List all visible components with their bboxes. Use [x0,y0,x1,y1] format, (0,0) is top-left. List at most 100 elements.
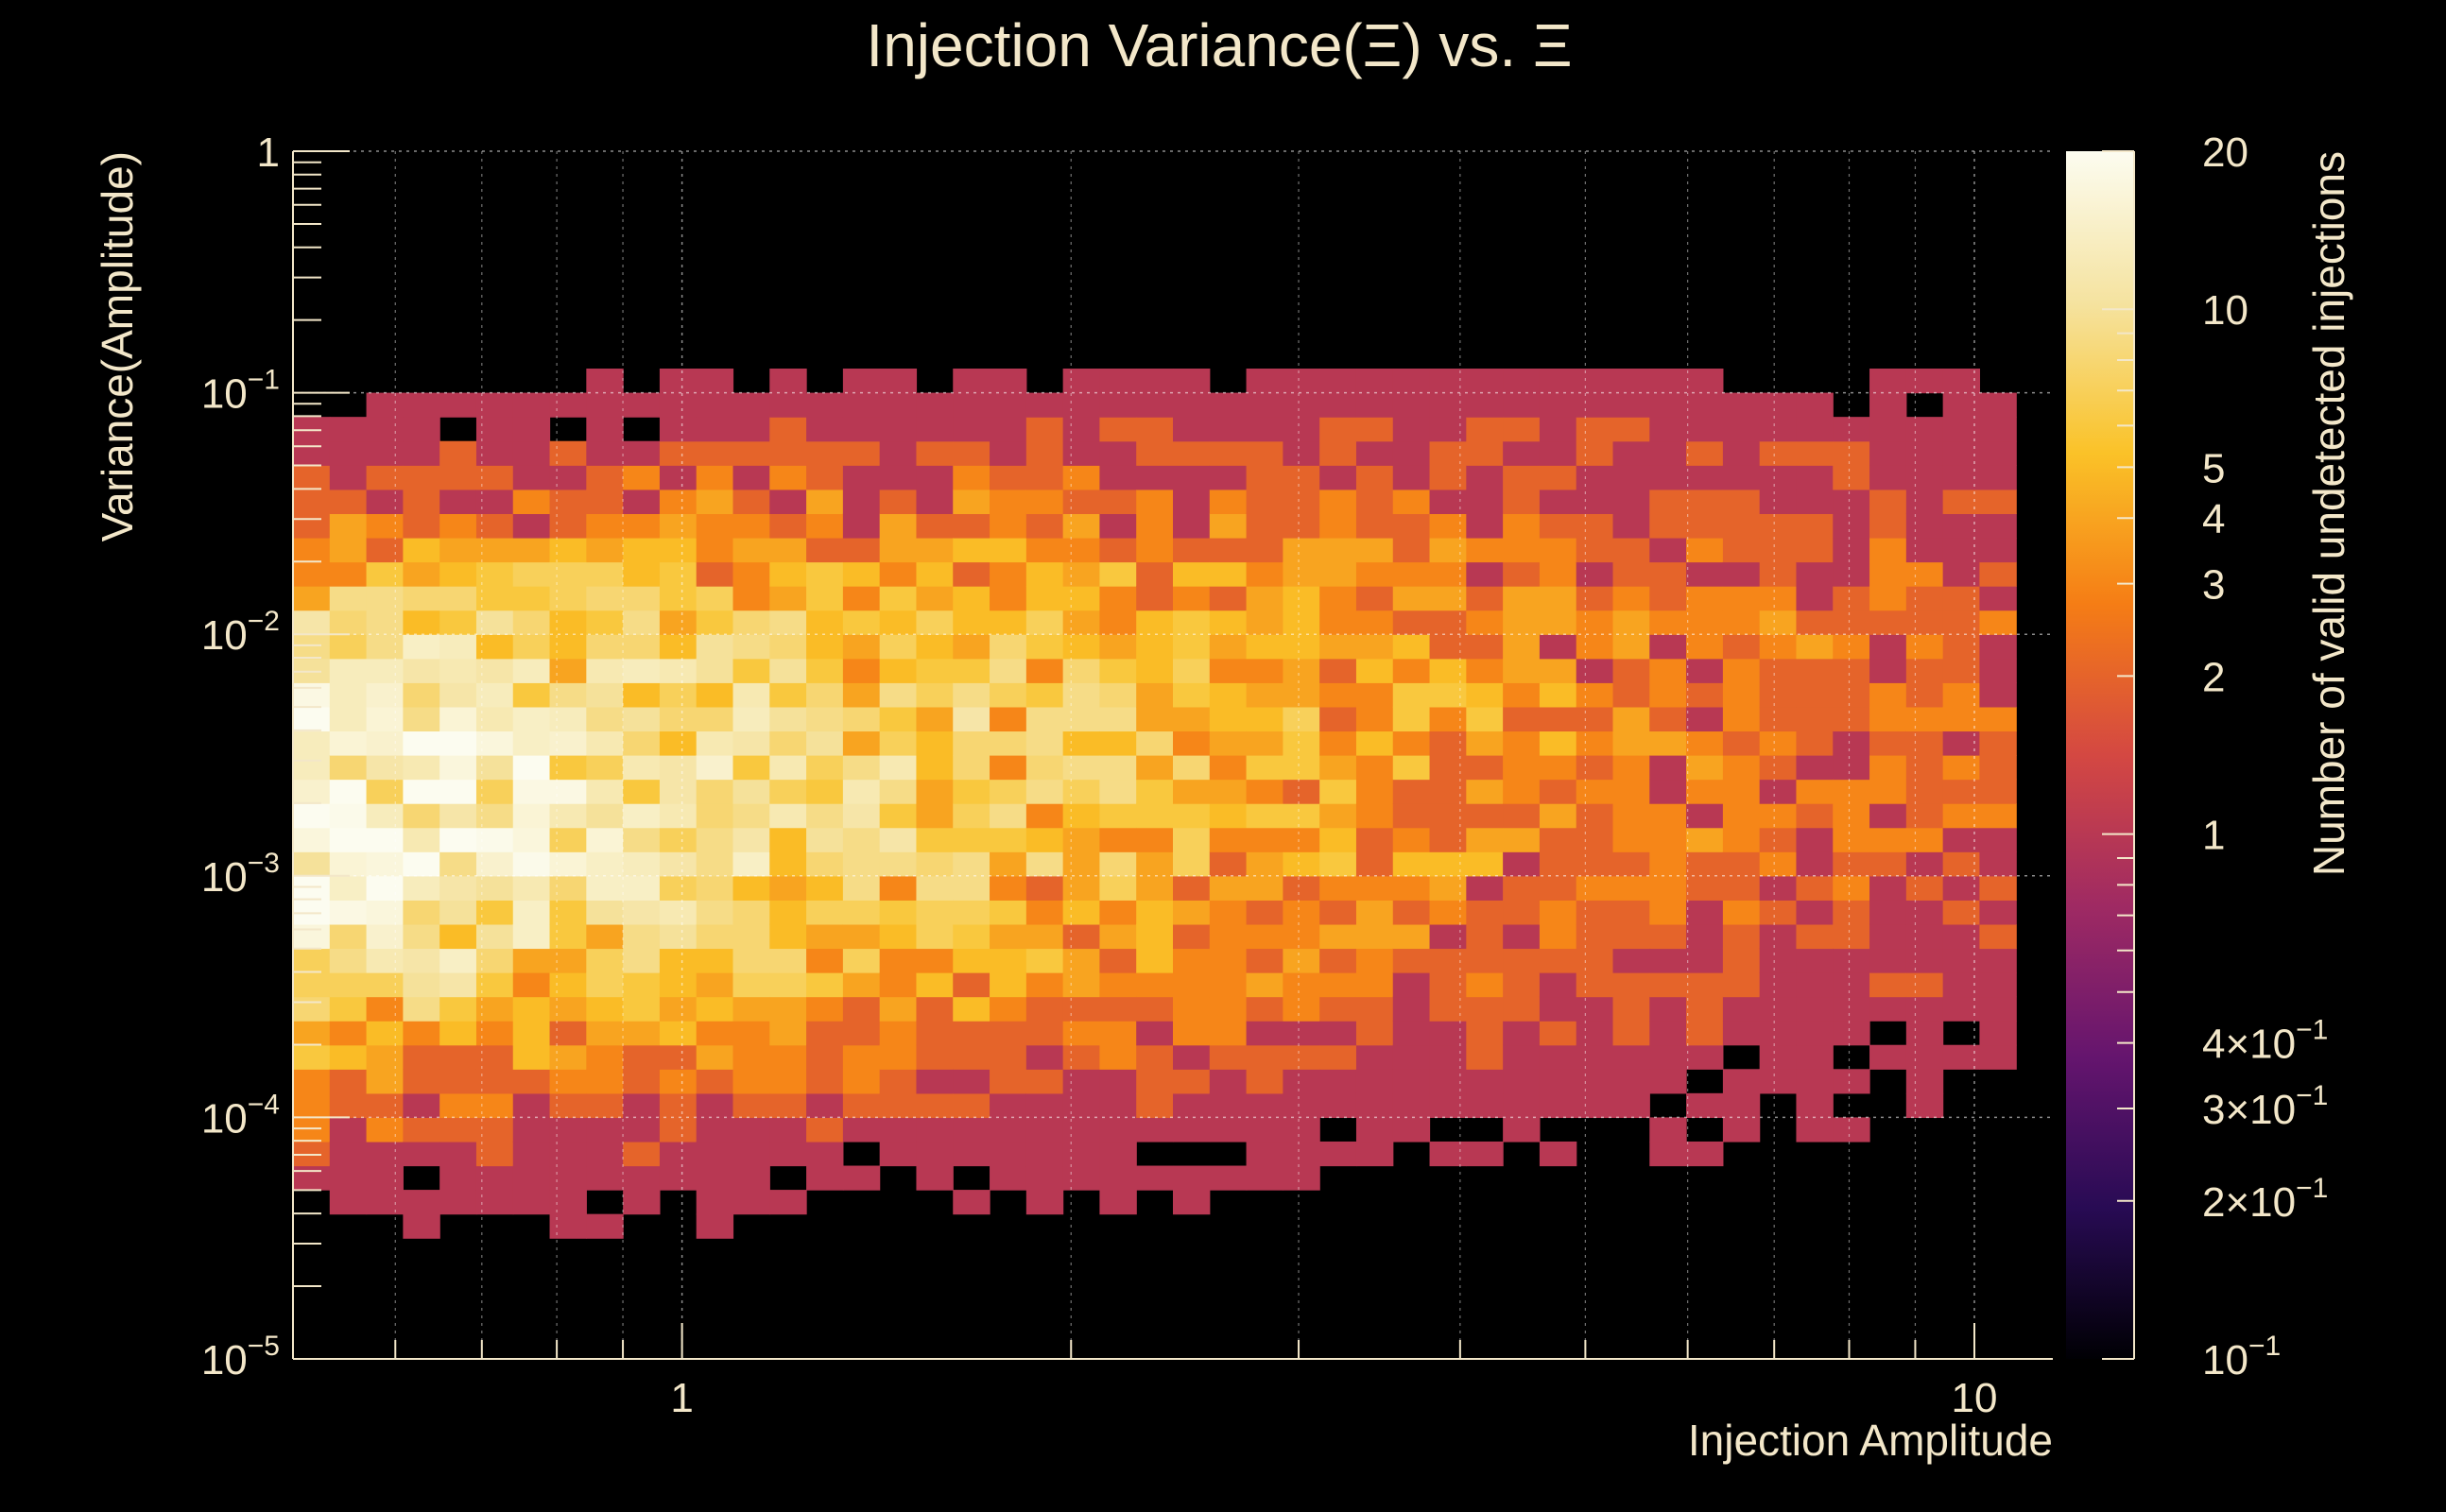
heatmap-cell [1539,923,1577,950]
heatmap-cell [1099,586,1137,611]
heatmap-cell [1759,417,1798,442]
heatmap-cell [475,996,514,1022]
heatmap-cell [439,1141,477,1167]
palette-tick-label-base: 1 [2202,813,2225,859]
heatmap-cell [1833,513,1870,539]
heatmap-cell [512,1165,551,1191]
heatmap-cell [1539,440,1577,466]
palette-tick-label-base: 20 [2202,129,2248,176]
heatmap-cell [403,875,440,901]
heatmap-cell [990,779,1027,804]
heatmap-cell [1612,972,1650,998]
heatmap-cell [1979,730,2017,756]
heatmap-cell [1025,972,1064,998]
heatmap-cell [1466,465,1504,490]
heatmap-cell [806,489,844,514]
heatmap-cell [1612,996,1650,1022]
heatmap-cell [1759,682,1798,708]
heatmap-cell [293,1044,331,1070]
heatmap-cell [806,779,844,804]
heatmap-cell [842,1069,881,1094]
heatmap-cell [475,489,514,514]
heatmap-cell [1392,827,1431,852]
heatmap-cell [1833,1021,1870,1046]
heatmap-cell [842,440,881,466]
heatmap-cell [1979,658,2017,683]
heatmap-cell [732,465,770,490]
heatmap-cell [1796,755,1834,781]
heatmap-cell [1392,489,1431,514]
heatmap-cell [696,634,734,660]
heatmap-cell [659,1069,698,1094]
heatmap-cell [1905,417,1944,442]
heatmap-cell [1136,369,1174,394]
x-axis-title: Injection Amplitude [1688,1416,2053,1465]
heatmap-cell [1796,440,1834,466]
heatmap-cell [1429,1044,1467,1070]
heatmap-cell [659,513,698,539]
heatmap-cell [549,706,587,732]
heatmap-cell [1173,996,1211,1022]
heatmap-cell [1722,489,1761,514]
heatmap-cell [1539,803,1577,829]
heatmap-cell [1905,537,1944,563]
heatmap-cell [1722,923,1761,950]
heatmap-cell [403,634,440,660]
heatmap-cell [1062,392,1101,418]
heatmap-cell [439,392,477,418]
heatmap-cell [990,851,1027,877]
heatmap-cell [1025,489,1064,514]
heatmap-cell [842,465,881,490]
heatmap-cell [1833,730,1870,756]
heatmap-cell [1209,489,1248,514]
heatmap-cell [1759,923,1798,950]
heatmap-cell [1173,972,1211,998]
heatmap-cell [953,755,990,781]
heatmap-cell [403,658,440,683]
heatmap-cell [1173,465,1211,490]
heatmap-cell [1283,755,1320,781]
heatmap-cell [1649,465,1687,490]
heatmap-cell [403,489,440,514]
heatmap-cell [806,586,844,611]
heatmap-cell [1833,996,1870,1022]
heatmap-cell [475,1021,514,1046]
heatmap-cell [1173,923,1211,950]
heatmap-cell [806,658,844,683]
heatmap-cell [1503,948,1541,973]
heatmap-cell [1576,392,1614,418]
heatmap-cell [1686,634,1724,660]
heatmap-cell [1869,634,1907,660]
heatmap-cell [769,392,807,418]
heatmap-cell [329,1190,368,1215]
heatmap-cell [1099,1069,1137,1094]
heatmap-cell [732,779,770,804]
heatmap-cell [512,706,551,732]
heatmap-cell [1355,730,1394,756]
heatmap-cell [1979,417,2017,442]
heatmap-cell [1319,537,1357,563]
heatmap-cell [1025,1117,1064,1143]
heatmap-cell [439,706,477,732]
heatmap-cell [1246,1021,1283,1046]
heatmap-cell [512,682,551,708]
heatmap-cell [549,537,587,563]
palette-tick-label: 2 [2202,654,2225,700]
heatmap-cell [916,610,954,635]
heatmap-cell [293,1021,331,1046]
heatmap-cell [329,923,368,950]
heatmap-cell [1942,755,1981,781]
heatmap-cell [512,730,551,756]
heatmap-cell [1392,634,1431,660]
heatmap-cell [990,561,1027,587]
heatmap-cell [769,658,807,683]
heatmap-cell [1539,537,1577,563]
heatmap-cell [1283,706,1320,732]
heatmap-cell [1759,1044,1798,1070]
heatmap-cell [659,923,698,950]
heatmap-cell [1136,996,1174,1022]
heatmap-cell [1099,489,1137,514]
heatmap-cell [1539,417,1577,442]
heatmap-cell [475,730,514,756]
heatmap-cell [1136,417,1174,442]
